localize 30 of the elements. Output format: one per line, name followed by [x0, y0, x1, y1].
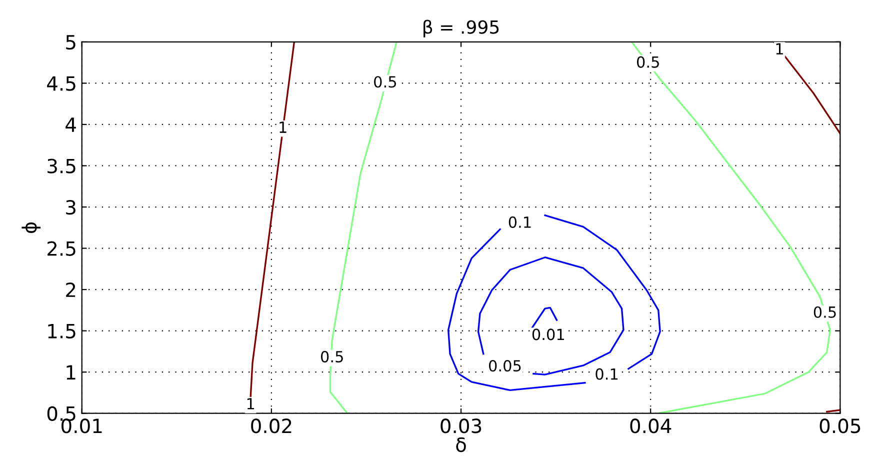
annotation: 1 [280, 122, 286, 133]
y-tick-label: 2 [66, 282, 76, 297]
y-tick-label: 1.5 [48, 324, 76, 338]
y-axis-title: ϕ [22, 222, 41, 233]
chart-title: β = .995 [424, 20, 499, 38]
x-tick-label: 0.04 [630, 418, 672, 434]
y-tick-label: 5 [66, 35, 76, 50]
x-axis-title: δ [456, 437, 466, 452]
annotation: 1 [247, 398, 254, 410]
y-tick-label: 4 [66, 118, 76, 132]
y-tick-label: 1 [66, 365, 76, 380]
y-tick-label: 4.5 [47, 76, 76, 91]
annotation: 0.5 [814, 306, 836, 318]
x-tick-label: 0.02 [251, 418, 292, 434]
y-tick-label: 0.5 [47, 406, 76, 422]
annotation: 0.5 [374, 76, 396, 88]
annotation: 1 [776, 43, 783, 54]
annotation: 0.01 [532, 328, 564, 340]
line-series [772, 42, 840, 134]
annotation: 0.1 [596, 368, 618, 380]
x-tick-label: 0.01 [62, 418, 102, 434]
y-tick-label: 2.5 [48, 241, 76, 256]
y-tick-label: 3 [66, 200, 76, 215]
annotation: 0.5 [636, 56, 659, 68]
annotation: 0.5 [320, 350, 343, 362]
annotation: 0.05 [489, 360, 521, 372]
y-tick-label: 3.5 [48, 158, 76, 174]
annotation: 0.1 [508, 216, 531, 228]
x-tick-label: 0.05 [820, 418, 860, 434]
x-tick-label: 0.03 [440, 418, 482, 434]
